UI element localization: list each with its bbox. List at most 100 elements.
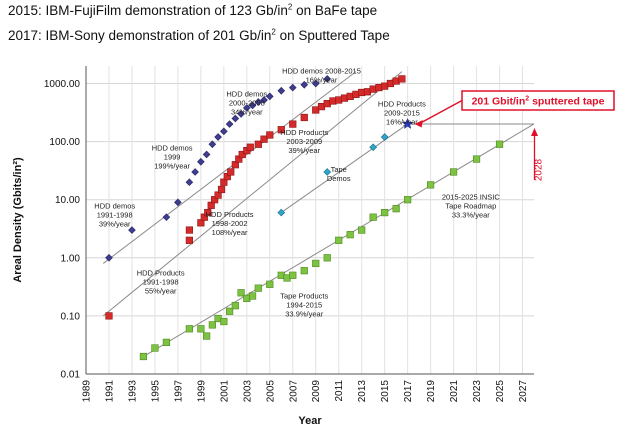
- data-point: [225, 307, 234, 315]
- data-point: [185, 325, 193, 333]
- x-axis-title: Year: [298, 415, 322, 427]
- data-point: [128, 226, 136, 234]
- annotation-line: 16%/year: [306, 75, 338, 84]
- data-point: [404, 196, 412, 204]
- data-point: [204, 208, 212, 217]
- x-tick-label: 2005: [265, 380, 276, 403]
- x-tick-label: 2015: [380, 380, 391, 403]
- x-tick-label: 1999: [196, 380, 207, 403]
- headline-ibm-sony: 2017: IBM-Sony demonstration of 201 Gb/i…: [8, 28, 390, 43]
- data-point: [203, 332, 211, 340]
- headline-2-sup: 2: [271, 27, 276, 37]
- data-point: [472, 155, 481, 163]
- data-point: [323, 254, 331, 262]
- data-point: [369, 143, 378, 152]
- headline-1-text: 2015: IBM-FujiFilm demonstration of 123 …: [8, 3, 288, 18]
- x-tick-label: 2007: [288, 380, 299, 403]
- callout-text-part: 201 Gbit/in: [472, 96, 526, 108]
- data-point: [300, 80, 309, 89]
- data-point: [260, 135, 268, 143]
- annotation-line: 2003-2009: [286, 137, 322, 146]
- y-tick-label: 0.01: [61, 370, 81, 381]
- data-point: [185, 236, 193, 244]
- annotation-line: 108%/year: [212, 228, 248, 237]
- annotation-line: HDD Products: [378, 100, 426, 109]
- data-point: [231, 302, 239, 310]
- data-point: [369, 213, 377, 221]
- callout-201-sputtered-tape: 201 Gbit/in2 sputtered tape 2028: [414, 90, 615, 181]
- data-point: [254, 140, 262, 148]
- trend-annotation: Tape Demos: [327, 165, 351, 183]
- data-point: [495, 140, 504, 148]
- data-point: [277, 208, 286, 217]
- axes: 0.01 0.10 1.00 10.00 100.00 1000.00 1989 1991 19…: [12, 66, 534, 427]
- annotation-line: HDD demos: [152, 144, 193, 153]
- marker-2028-label: 2028: [534, 158, 545, 181]
- data-point: [197, 157, 205, 166]
- data-point: [311, 79, 320, 88]
- annotation-line: 2000-2008: [229, 98, 265, 107]
- y-axis-title: Areal Density (Gbits/in²): [12, 157, 24, 283]
- annotation-line: 1991-1998: [143, 277, 179, 286]
- x-tick-label: 1997: [173, 380, 184, 403]
- headline-1-sup: 2: [287, 2, 293, 12]
- data-point: [266, 280, 274, 288]
- data-point: [248, 101, 257, 110]
- annotations: HDD demos 1991-1998 39%/year HDD demos 1999 1…: [94, 66, 500, 318]
- data-point: [208, 321, 216, 329]
- annotation-line: 55%/year: [145, 286, 177, 295]
- data-point: [185, 226, 193, 234]
- annotation-line: 33.3%/year: [452, 211, 490, 220]
- data-point: [449, 168, 458, 176]
- data-points: [105, 75, 504, 361]
- data-point: [265, 92, 274, 101]
- trend-annotation: HDD Products 2003-2009 39%/year: [280, 128, 328, 155]
- data-point: [277, 86, 286, 95]
- data-point: [191, 168, 199, 176]
- annotation-line: 1999: [164, 153, 181, 162]
- annotation-line: 33.9%/year: [285, 309, 323, 318]
- headline-2-text: 2017: IBM-Sony demonstration of 201 Gb/i…: [8, 28, 272, 43]
- data-point: [197, 325, 205, 333]
- y-tick-label: 0.10: [61, 311, 81, 322]
- data-point: [105, 253, 113, 262]
- data-point: [254, 98, 263, 106]
- data-point: [289, 271, 297, 279]
- x-tick-label: 2025: [495, 380, 506, 403]
- y-tick-label: 100.00: [49, 137, 80, 148]
- annotation-line: 2009-2015: [384, 109, 420, 118]
- data-point: [214, 133, 222, 141]
- data-point: [300, 267, 308, 275]
- callout-text-part: sputtered tape: [529, 96, 604, 108]
- x-tick-label: 1991: [104, 380, 115, 403]
- y-tick-label: 10.00: [55, 195, 80, 206]
- trend-annotation: HDD Products 1991-1998 55%/year: [137, 268, 185, 295]
- x-tick-label: 1993: [127, 380, 138, 403]
- trend-annotation: HDD demos 1991-1998 39%/year: [94, 202, 135, 229]
- data-point: [220, 127, 228, 136]
- data-point: [427, 181, 435, 189]
- annotation-line: Tape Products: [280, 291, 328, 300]
- headline-ibm-fujifilm: 2015: IBM-FujiFilm demonstration of 123 …: [8, 3, 377, 18]
- annotation-line: HDD Products: [206, 210, 254, 219]
- data-point: [260, 96, 268, 104]
- star-marker-2017: [401, 117, 414, 130]
- data-point: [312, 259, 320, 268]
- annotation-line: 34%/year: [231, 107, 263, 116]
- data-point: [237, 289, 245, 297]
- annotation-line: 39%/year: [288, 146, 320, 155]
- x-tick-label: 2013: [357, 380, 368, 403]
- data-point: [237, 110, 245, 118]
- x-tick-label: 2001: [219, 380, 230, 403]
- trend-annotation: 2015-2025 INSIC Tape Roadmap 33.3%/year: [442, 193, 501, 220]
- annotation-line: HDD Products: [280, 128, 328, 137]
- x-tick-label: 2023: [472, 380, 483, 403]
- trend-annotation: HDD Products 2009-2015 16%/year: [378, 100, 426, 127]
- x-tick-label: 2009: [311, 380, 322, 403]
- data-point: [139, 352, 148, 361]
- y-tick-label: 1000.00: [44, 79, 81, 90]
- annotation-line: 1994-2015: [286, 300, 322, 309]
- data-point: [248, 292, 257, 300]
- data-point: [392, 205, 400, 213]
